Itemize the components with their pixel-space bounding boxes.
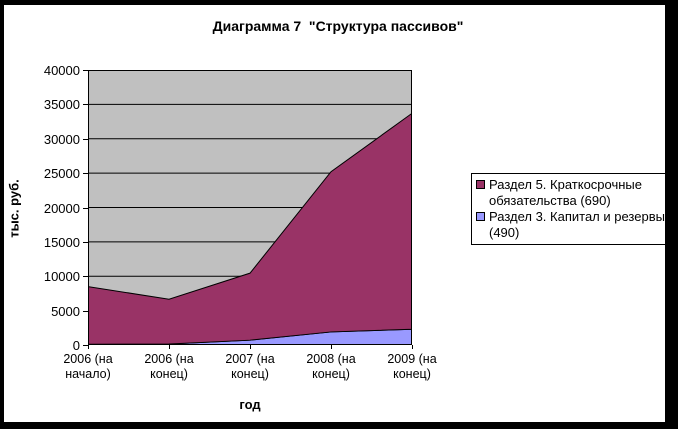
- legend-swatch-icon: [476, 212, 485, 221]
- y-tick-label: 35000: [43, 97, 80, 113]
- x-tick-mark: [331, 345, 332, 349]
- x-tick-mark: [169, 345, 170, 349]
- y-tick-label: 25000: [43, 166, 80, 182]
- y-tick-label: 40000: [43, 63, 80, 78]
- x-tick-label: 2006 (на конец): [144, 352, 194, 381]
- legend-item: Раздел 3. Капитал и резервы (490): [476, 209, 665, 241]
- y-tick-label: 5000: [51, 303, 80, 319]
- y-tick-mark: [83, 241, 88, 243]
- y-tick-mark: [83, 207, 88, 209]
- y-tick-mark: [83, 310, 88, 312]
- legend: Раздел 5. Краткосрочные обязательства (6…: [471, 173, 668, 245]
- y-tick-mark: [83, 70, 88, 71]
- y-tick-label: 20000: [43, 200, 80, 216]
- plot-border: [88, 70, 412, 345]
- y-tick-label: 30000: [43, 131, 80, 147]
- plot-area: [87, 70, 413, 346]
- x-tick-mark: [250, 345, 251, 349]
- y-tick-mark: [83, 104, 88, 106]
- y-tick-mark: [83, 276, 88, 278]
- y-tick-mark: [83, 345, 88, 346]
- legend-label: Раздел 3. Капитал и резервы (490): [489, 209, 665, 240]
- x-tick-label: 2008 (на конец): [306, 352, 356, 381]
- x-tick-mark: [88, 345, 89, 349]
- y-tick-mark: [83, 173, 88, 175]
- y-tick-label: 0: [72, 338, 80, 353]
- x-tick-label: 2007 (на конец): [225, 352, 275, 381]
- area-chart-svg: [87, 70, 413, 346]
- y-tick-label: 15000: [43, 234, 80, 250]
- x-tick-label: 2009 (на конец): [387, 352, 437, 381]
- x-tick-mark: [412, 345, 413, 349]
- legend-item: Раздел 5. Краткосрочные обязательства (6…: [476, 177, 665, 209]
- x-tick-label: 2006 (на начало): [63, 352, 113, 381]
- y-tick-label: 10000: [43, 269, 80, 285]
- legend-label: Раздел 5. Краткосрочные обязательства (6…: [489, 177, 642, 208]
- y-tick-mark: [83, 138, 88, 140]
- legend-swatch-icon: [476, 180, 485, 189]
- x-axis-title: год: [239, 397, 261, 412]
- chart-title: Диаграмма 7 "Структура пассивов": [212, 18, 464, 34]
